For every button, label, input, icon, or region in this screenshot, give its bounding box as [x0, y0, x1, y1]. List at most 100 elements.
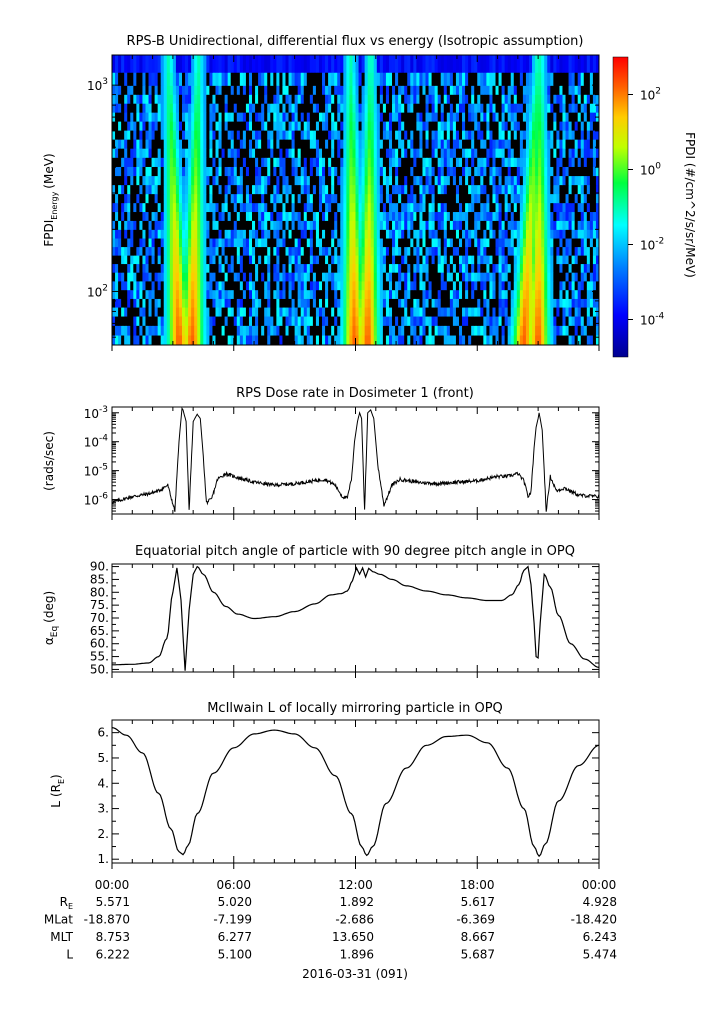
spectrogram-cell [568, 112, 573, 122]
spectrogram-cell [328, 307, 332, 317]
spectrogram-cell [236, 184, 241, 195]
spectrogram-cell [595, 298, 599, 308]
spectrogram-cell [285, 85, 289, 95]
spectrogram-cell [571, 94, 576, 104]
spectrogram-cell [312, 157, 317, 167]
spectrogram-cell [474, 55, 478, 73]
spectrogram-cell [498, 139, 502, 149]
spectrogram-cell [589, 202, 594, 213]
spectrogram-cell [270, 220, 274, 230]
spectrogram-cell [592, 112, 597, 122]
spectrogram-cell [474, 202, 478, 213]
spectrogram-cell [328, 289, 332, 299]
spectrogram-cell [468, 166, 472, 177]
spectrogram-cell [495, 202, 499, 213]
spectrogram-cell [550, 85, 554, 95]
spectrogram-cell [163, 220, 168, 230]
spectrogram-cell [154, 202, 159, 213]
spectrogram-cell [236, 139, 241, 149]
spectrogram-cell [550, 175, 554, 186]
spectrogram-cell [349, 255, 353, 265]
spectrogram-cell [361, 280, 366, 291]
spectrogram-cell [306, 325, 311, 336]
spectrogram-cell [236, 335, 241, 345]
spectrogram-cell [245, 72, 250, 86]
spectrogram-cell [370, 229, 375, 239]
spectrogram-cell [157, 157, 162, 167]
spectrogram-cell [322, 103, 326, 113]
spectrogram-cell [486, 94, 490, 104]
spectrogram-cell [325, 130, 329, 140]
spectrogram-cell [157, 55, 162, 73]
spectrogram-cell [166, 289, 171, 299]
spectrogram-cell [589, 298, 594, 308]
spectrogram-cell [154, 211, 159, 221]
spectrogram-cell [139, 255, 143, 265]
spectrogram-cell [236, 272, 241, 282]
spectrogram-cell [474, 316, 478, 326]
spectrogram-cell [401, 175, 405, 186]
spectrogram-cell [227, 325, 232, 336]
spectrogram-cell [124, 175, 128, 186]
spectrogram-cell [127, 238, 131, 248]
spectrogram-cell [471, 335, 475, 345]
spectrogram-cell [434, 263, 439, 273]
spectrogram-cell [172, 220, 177, 230]
spectrogram-cell [428, 202, 432, 213]
spectrogram-cell [215, 238, 219, 248]
spectrogram-cell [346, 175, 350, 186]
spectrogram-cell [124, 121, 128, 131]
spectrogram-cell [559, 55, 563, 73]
spectrogram-cell [522, 72, 527, 86]
spectrogram-cell [486, 166, 490, 177]
spectrogram-cell [154, 335, 159, 345]
spectrogram-cell [182, 112, 186, 122]
spectrogram-cell [215, 166, 219, 177]
spectrogram-cell [285, 157, 289, 167]
spectrogram-cell [455, 289, 460, 299]
spectrogram-cell [255, 316, 259, 326]
spectrogram-cell [522, 307, 527, 317]
spectrogram-cell [245, 272, 250, 282]
spectrogram-cell [343, 335, 347, 345]
spectrogram-cell [559, 130, 563, 140]
spectrogram-cell [556, 220, 560, 230]
spectrogram-cell [577, 255, 582, 265]
spectrogram-cell [504, 280, 509, 291]
spectrogram-cell [349, 85, 353, 95]
spectrogram-cell [264, 220, 268, 230]
spectrogram-cell [331, 112, 335, 122]
spectrogram-cell [392, 85, 396, 95]
spectrogram-cell [288, 175, 292, 186]
spectrogram-cell [550, 130, 554, 140]
spectrogram-cell [437, 255, 442, 265]
spectrogram-cell [160, 148, 165, 158]
spectrogram-cell [175, 103, 180, 113]
spectrogram-cell [553, 193, 557, 204]
spectrogram-cell [550, 316, 554, 326]
spectrogram-cell [142, 220, 146, 230]
spectrogram-cell [203, 103, 207, 113]
spectrogram-cell [172, 130, 177, 140]
spectrogram-cell [559, 202, 563, 213]
spectrogram-cell [115, 193, 119, 204]
spectrogram-cell [340, 130, 344, 140]
spectrogram-cell [154, 85, 159, 95]
spectrogram-cell [425, 72, 429, 86]
spectrogram-cell [376, 55, 381, 73]
spectrogram-cell [504, 307, 509, 317]
spectrogram-cell [124, 184, 128, 195]
spectrogram-cell [553, 202, 557, 213]
spectrogram-cell [574, 316, 579, 326]
spectrogram-cell [343, 103, 347, 113]
spectrogram-cell [349, 325, 353, 336]
spectrogram-cell [267, 103, 271, 113]
spectrogram-cell [404, 238, 408, 248]
spectrogram-cell [516, 255, 521, 265]
spectrogram-cell [522, 157, 527, 167]
spectrogram-cell [303, 316, 308, 326]
spectrogram-cell [325, 121, 329, 131]
spectrogram-cell [483, 289, 487, 299]
spectrogram-cell [218, 280, 222, 291]
spectrogram-cell [297, 184, 302, 195]
